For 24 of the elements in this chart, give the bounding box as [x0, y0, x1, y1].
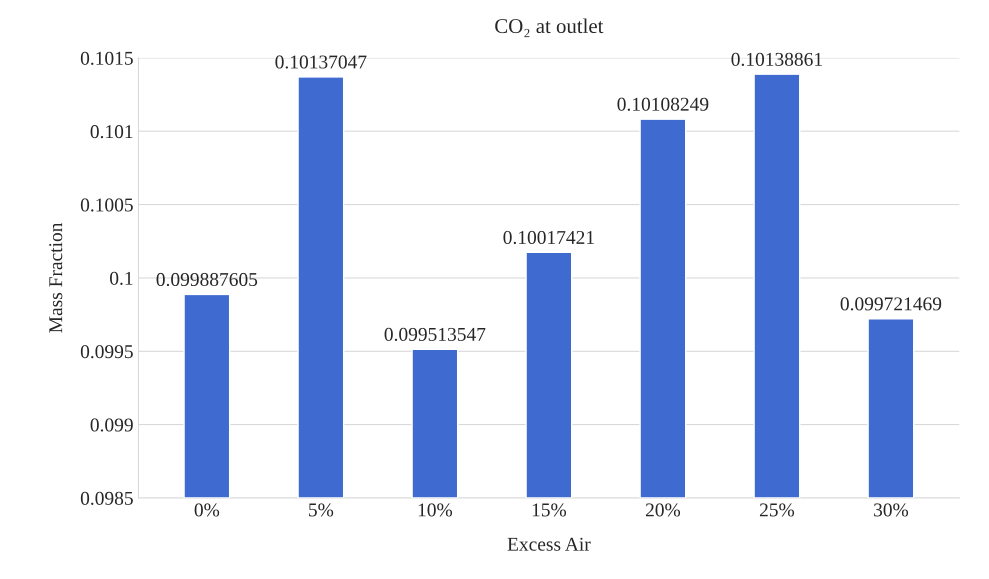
y-axis-title: Mass Fraction [49, 222, 62, 333]
x-tick-label: 0% [194, 503, 220, 517]
y-tick-label: 0.099 [90, 418, 133, 432]
y-tick-label: 0.0985 [80, 492, 133, 505]
y-tick-label: 0.1015 [80, 52, 133, 65]
y-tick-label: 0.101 [90, 125, 132, 138]
chart-title: CO₂ at outlet [495, 18, 604, 38]
data-label: 0.10108249 [617, 98, 708, 111]
x-axis-title: Excess Air [508, 538, 591, 551]
x-tick-label: 20% [646, 503, 680, 517]
x-tick-label: 30% [874, 503, 908, 517]
y-tick-label: 0.1 [110, 272, 132, 285]
data-label: 0.099721469 [840, 297, 942, 311]
data-label: 0.099887605 [156, 272, 258, 286]
y-tick-label: 0.1005 [80, 198, 133, 212]
y-tick-label: 0.0995 [80, 345, 133, 358]
data-label: 0.10138861 [731, 52, 822, 66]
x-tick-label: 15% [532, 503, 566, 517]
x-tick-label: 5% [309, 503, 334, 517]
data-label: 0.10017421 [503, 230, 594, 244]
x-tick-label: 25% [760, 503, 794, 517]
x-tick-label: 10% [418, 503, 452, 517]
data-label: 0.10137047 [275, 55, 366, 69]
data-label: 0.099513547 [384, 328, 486, 342]
